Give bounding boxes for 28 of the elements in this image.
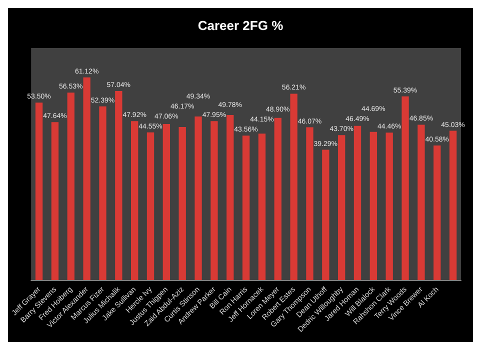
bar: [35, 102, 43, 280]
bar: [146, 132, 154, 280]
bar: [67, 92, 74, 280]
bar: [258, 134, 266, 280]
bar: [386, 132, 393, 280]
bar: [162, 124, 170, 280]
bar: [51, 122, 59, 280]
bar: [354, 126, 362, 280]
bar: [194, 116, 202, 280]
bar: [131, 121, 138, 280]
bar: [274, 118, 282, 280]
bar: [99, 106, 106, 280]
bar: [322, 150, 330, 280]
bar: [370, 132, 378, 280]
bar: [434, 146, 441, 280]
bar: [226, 115, 234, 280]
bar: [83, 77, 90, 280]
bar: [178, 126, 186, 280]
chart-title: Career 2FG %: [198, 18, 284, 33]
bar: [242, 136, 250, 280]
bar: [402, 96, 409, 280]
bar: [449, 130, 457, 280]
bar: [338, 135, 346, 280]
bar: [290, 94, 298, 280]
bar: [115, 90, 122, 280]
bar: [210, 121, 218, 280]
bar: [418, 124, 425, 280]
bar: [306, 127, 314, 280]
